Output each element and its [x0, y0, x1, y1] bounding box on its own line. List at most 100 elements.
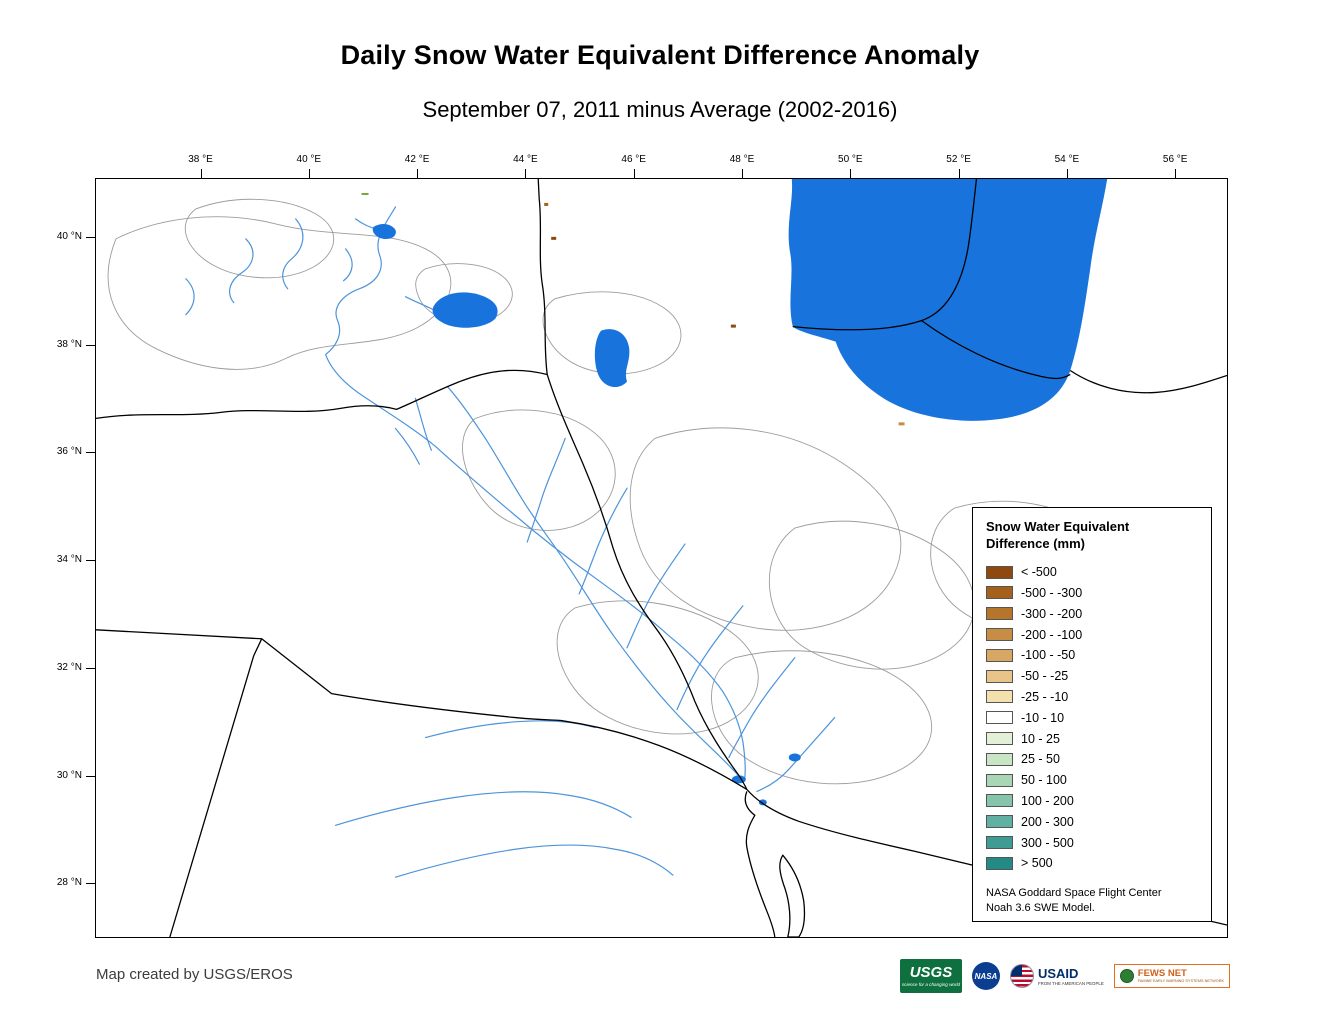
lat-tick	[86, 560, 95, 562]
legend-entry: > 500	[986, 853, 1198, 874]
legend-swatch	[986, 773, 1013, 787]
globe-icon	[1119, 969, 1134, 983]
legend-entry: -100 - -50	[986, 645, 1198, 666]
usgs-logo: USGS science for a changing world	[899, 959, 962, 993]
lon-tick-label: 56 °E	[1162, 154, 1188, 165]
usaid-logo-tagline: FROM THE AMERICAN PEOPLE	[1037, 980, 1104, 986]
rivers	[185, 206, 836, 878]
legend-swatch	[986, 565, 1013, 579]
nasa-logo: NASA	[971, 962, 1000, 990]
lon-tick-label: 48 °E	[729, 154, 755, 165]
lon-tick-label: 46 °E	[621, 154, 646, 165]
legend-swatch	[986, 732, 1013, 746]
legend-swatch	[986, 607, 1013, 621]
legend-entry: 100 - 200	[986, 791, 1198, 812]
lat-tick	[86, 452, 95, 454]
legend-entry: 25 - 50	[986, 749, 1198, 770]
legend-entries: < -500 -500 - -300 -300 - -200 -200 - -100 -…	[986, 562, 1198, 874]
lakes	[372, 224, 801, 806]
legend-swatch	[986, 794, 1013, 808]
legend-entry: -200 - -100	[986, 624, 1198, 645]
legend-entry-label: 300 - 500	[1021, 835, 1074, 850]
legend-entry-label: 50 - 100	[1021, 773, 1067, 788]
legend-swatch	[986, 628, 1013, 642]
lat-tick-label: 28 °N	[56, 877, 82, 889]
legend-entry: -300 - -200	[986, 603, 1198, 624]
lon-tick	[742, 169, 743, 178]
lon-tick	[633, 169, 635, 178]
legend-entry-label: > 500	[1021, 856, 1053, 871]
lon-tick	[308, 169, 310, 178]
fewsnet-logo: FEWS NET FAMINE EARLY WARNING SYSTEMS NE…	[1113, 964, 1230, 988]
legend-entry-label: -25 - -10	[1021, 689, 1069, 704]
legend-entry-label: -50 - -25	[1021, 669, 1069, 684]
map-graphic	[96, 179, 1227, 937]
lon-tick	[525, 169, 527, 178]
lat-tick	[86, 237, 95, 238]
legend-entry: 300 - 500	[986, 832, 1198, 853]
legend-entry-label: 200 - 300	[1021, 814, 1074, 829]
legend-entry-label: 25 - 50	[1021, 752, 1060, 767]
legend-title-line1: Snow Water Equivalent	[986, 519, 1130, 534]
legend-swatch	[986, 711, 1013, 725]
legend-swatch	[986, 669, 1013, 683]
legend-entry-label: 100 - 200	[1021, 793, 1074, 808]
lon-tick-label: 52 °E	[946, 154, 971, 165]
usgs-logo-text: USGS	[909, 964, 953, 981]
fewsnet-logo-text: FEWS NET	[1137, 967, 1187, 979]
legend-swatch	[986, 690, 1013, 704]
lat-tick-label: 36 °N	[56, 446, 82, 458]
usaid-flag-icon	[1009, 964, 1034, 988]
map-credits: Map created by USGS/EROS	[96, 966, 293, 983]
legend-footer-line2: Noah 3.6 SWE Model.	[986, 901, 1095, 914]
legend-entry: 50 - 100	[986, 770, 1198, 791]
legend-entry-label: 10 - 25	[1021, 731, 1060, 746]
legend-swatch	[986, 815, 1013, 829]
logo-strip: USGS science for a changing world NASA U…	[899, 956, 1230, 996]
usaid-logo-text: USAID	[1037, 965, 1079, 981]
lat-tick	[86, 883, 95, 885]
lon-tick-label: 40 °E	[296, 154, 322, 165]
fewsnet-logo-tagline: FAMINE EARLY WARNING SYSTEMS NETWORK	[1137, 979, 1224, 984]
lon-tick	[850, 169, 852, 178]
lon-tick	[1066, 169, 1068, 178]
legend-footer: NASA Goddard Space Flight Center Noah 3.…	[986, 886, 1198, 916]
lat-tick-label: 34 °N	[56, 554, 82, 566]
usaid-logo: USAID FROM THE AMERICAN PEOPLE	[1009, 964, 1104, 988]
legend-entry: 10 - 25	[986, 728, 1198, 749]
lon-tick-label: 42 °E	[404, 154, 430, 165]
usgs-logo-tagline: science for a changing world	[901, 982, 961, 987]
legend-entry: -50 - -25	[986, 666, 1198, 687]
lon-tick-label: 54 °E	[1054, 154, 1080, 165]
lat-tick-label: 40 °N	[56, 231, 82, 242]
legend-entry-label: -200 - -100	[1021, 627, 1083, 642]
lat-tick	[86, 775, 95, 777]
lat-tick-label: 38 °N	[56, 338, 82, 350]
lon-tick-label: 50 °E	[838, 154, 863, 165]
legend-swatch	[986, 586, 1013, 600]
longitude-axis: 38 °E 40 °E 42 °E 44 °E 46 °E 48 °E 50 °E 52 °E…	[95, 152, 1228, 178]
lon-tick-label: 38 °E	[188, 154, 213, 165]
page-title: Daily Snow Water Equivalent Difference A…	[340, 40, 980, 70]
legend-entry: -10 - 10	[986, 707, 1198, 728]
legend-footer-line1: NASA Goddard Space Flight Center	[986, 886, 1162, 899]
legend-entry: 200 - 300	[986, 811, 1198, 832]
legend-entry-label: -10 - 10	[1021, 710, 1065, 725]
latitude-axis: 40 °N 38 °N 36 °N 34 °N 32 °N 30 °N 28 °N	[50, 178, 95, 938]
lon-tick	[958, 169, 960, 178]
legend-swatch	[986, 648, 1013, 662]
lon-tick	[417, 169, 419, 178]
legend: Snow Water Equivalent Difference (mm) < …	[972, 507, 1212, 922]
legend-entry-label: -500 - -300	[1021, 585, 1083, 600]
lat-tick	[86, 667, 95, 669]
lat-tick	[86, 344, 95, 346]
page-subtitle: September 07, 2011 minus Average (2002-2…	[422, 97, 898, 122]
lon-tick	[1175, 169, 1177, 178]
legend-swatch	[986, 836, 1013, 850]
legend-swatch	[986, 752, 1013, 766]
legend-entry-label: < -500	[1021, 565, 1057, 580]
legend-entry-label: -100 - -50	[1021, 648, 1076, 663]
legend-title-line2: Difference (mm)	[986, 535, 1085, 551]
lat-tick-label: 32 °N	[56, 661, 82, 673]
legend-swatch	[986, 856, 1013, 870]
